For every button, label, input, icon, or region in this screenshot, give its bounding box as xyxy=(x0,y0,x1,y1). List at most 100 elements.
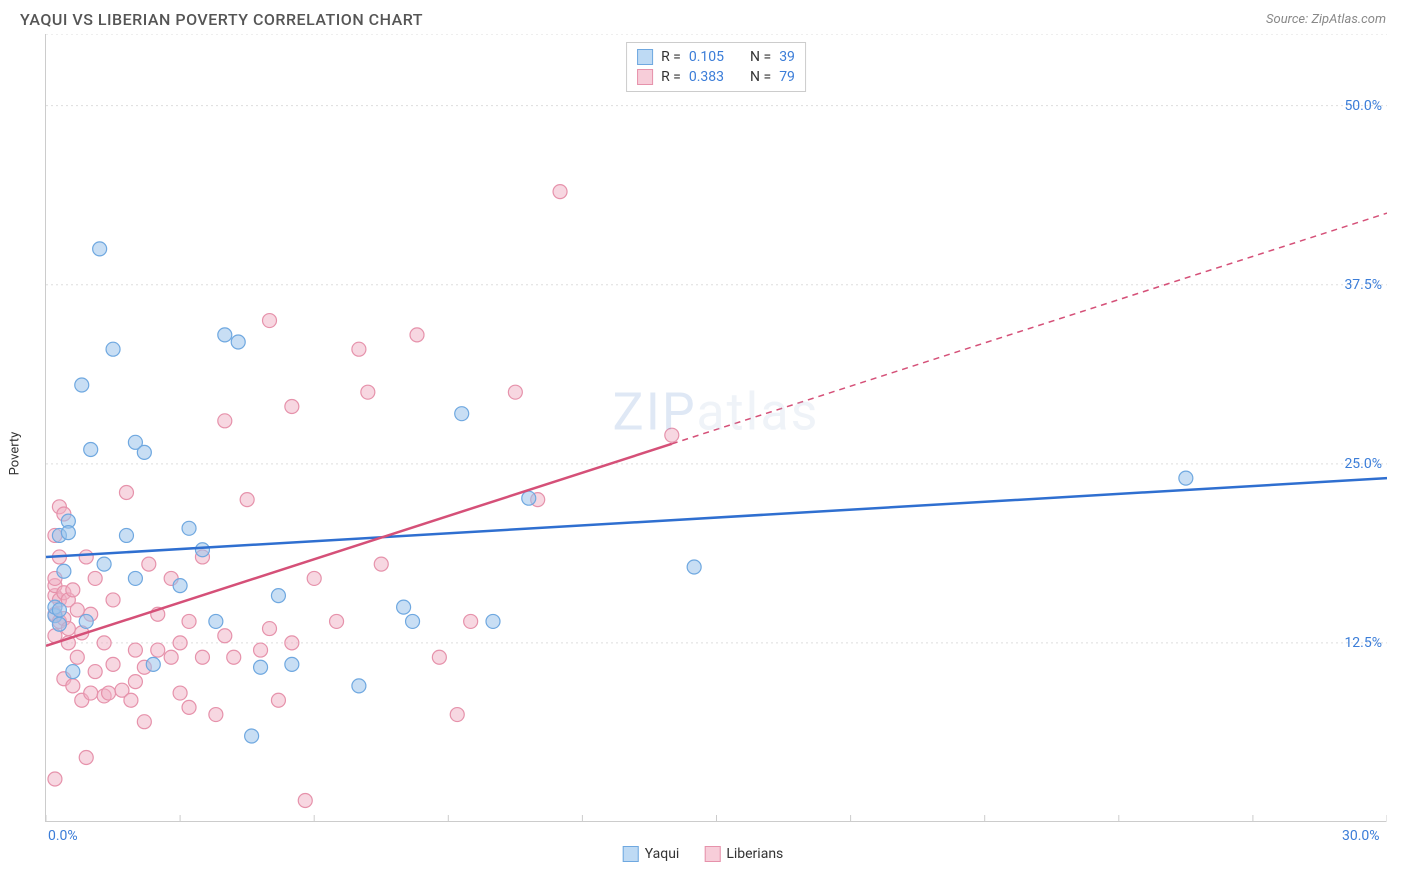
data-point xyxy=(218,414,232,428)
data-point xyxy=(254,660,268,674)
data-point xyxy=(84,442,98,456)
data-point xyxy=(410,328,424,342)
data-point xyxy=(128,643,142,657)
data-point xyxy=(106,342,120,356)
legend-series-item: Liberians xyxy=(704,826,783,882)
data-point xyxy=(209,708,223,722)
data-point xyxy=(263,314,277,328)
data-point xyxy=(406,614,420,628)
data-point xyxy=(124,693,138,707)
data-point xyxy=(88,571,102,585)
legend-swatch xyxy=(637,69,653,85)
n-value: 39 xyxy=(779,49,795,65)
data-point xyxy=(455,407,469,421)
data-point xyxy=(1179,471,1193,485)
data-point xyxy=(97,636,111,650)
data-point xyxy=(271,589,285,603)
legend-swatch xyxy=(623,846,639,862)
data-point xyxy=(128,675,142,689)
x-tick-label: 0.0% xyxy=(48,828,78,844)
data-point xyxy=(79,550,93,564)
data-point xyxy=(75,378,89,392)
data-point xyxy=(464,614,478,628)
data-point xyxy=(173,686,187,700)
data-point xyxy=(106,593,120,607)
data-point xyxy=(508,385,522,399)
n-value: 79 xyxy=(779,69,795,85)
chart-title: YAQUI VS LIBERIAN POVERTY CORRELATION CH… xyxy=(20,10,423,29)
chart-header: YAQUI VS LIBERIAN POVERTY CORRELATION CH… xyxy=(0,0,1406,34)
data-point xyxy=(254,643,268,657)
data-point xyxy=(231,335,245,349)
data-point xyxy=(263,622,277,636)
data-point xyxy=(665,428,679,442)
data-point xyxy=(486,614,500,628)
chart-area: ZIPatlas R =0.105N =39R =0.383N =79 12.5… xyxy=(45,34,1386,822)
data-point xyxy=(66,679,80,693)
data-point xyxy=(361,385,375,399)
data-point xyxy=(66,583,80,597)
r-value: 0.105 xyxy=(689,49,724,65)
data-point xyxy=(240,493,254,507)
n-label: N = xyxy=(750,49,771,65)
legend-swatch xyxy=(704,846,720,862)
legend-series-label: Liberians xyxy=(726,846,783,862)
data-point xyxy=(79,751,93,765)
data-point xyxy=(687,560,701,574)
r-label: R = xyxy=(661,49,681,65)
legend-stat-row: R =0.383N =79 xyxy=(637,67,795,87)
data-point xyxy=(352,679,366,693)
source-prefix: Source: xyxy=(1266,12,1311,27)
data-point xyxy=(119,485,133,499)
data-point xyxy=(227,650,241,664)
data-point xyxy=(106,657,120,671)
legend-stat-row: R = 0.105 N = 39 xyxy=(637,47,795,67)
data-point xyxy=(209,614,223,628)
legend-series-item: Yaqui xyxy=(623,826,680,882)
data-point xyxy=(97,557,111,571)
r-label: R = xyxy=(661,69,681,85)
data-point xyxy=(285,657,299,671)
data-point xyxy=(182,614,196,628)
trend-line-extrapolated xyxy=(672,213,1387,444)
data-point xyxy=(195,650,209,664)
data-point xyxy=(218,328,232,342)
y-tick-label: 37.5% xyxy=(1344,277,1388,293)
data-point xyxy=(285,400,299,414)
data-point xyxy=(374,557,388,571)
scatter-plot xyxy=(46,34,1387,822)
data-point xyxy=(298,794,312,808)
data-point xyxy=(70,650,84,664)
data-point xyxy=(182,700,196,714)
data-point xyxy=(164,650,178,664)
data-point xyxy=(218,629,232,643)
data-point xyxy=(88,665,102,679)
data-point xyxy=(285,636,299,650)
data-point xyxy=(93,242,107,256)
data-point xyxy=(553,185,567,199)
data-point xyxy=(102,686,116,700)
data-point xyxy=(245,729,259,743)
data-point xyxy=(307,571,321,585)
source-name: ZipAtlas.com xyxy=(1311,12,1386,27)
data-point xyxy=(432,650,446,664)
trend-line xyxy=(46,444,672,646)
correlation-legend: R =0.105N =39R =0.383N =79 xyxy=(626,42,806,92)
data-point xyxy=(450,708,464,722)
x-tick-label: 30.0% xyxy=(1342,828,1380,844)
data-point xyxy=(522,491,536,505)
y-tick-label: 25.0% xyxy=(1344,456,1388,472)
data-point xyxy=(84,686,98,700)
data-point xyxy=(52,603,66,617)
data-point xyxy=(397,600,411,614)
data-point xyxy=(173,636,187,650)
data-point xyxy=(146,657,160,671)
data-point xyxy=(352,342,366,356)
data-point xyxy=(173,579,187,593)
data-point xyxy=(137,715,151,729)
data-point xyxy=(330,614,344,628)
y-axis-label: Poverty xyxy=(8,432,23,476)
y-tick-label: 50.0% xyxy=(1344,98,1388,114)
data-point xyxy=(128,571,142,585)
r-value: 0.383 xyxy=(689,69,724,85)
